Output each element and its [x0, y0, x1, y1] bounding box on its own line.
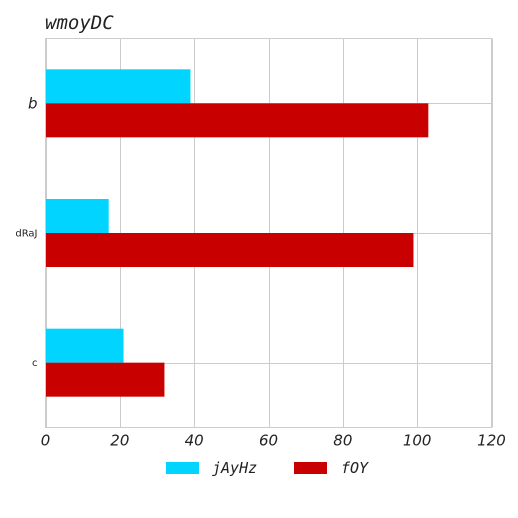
x-tick-label: 20: [110, 432, 129, 450]
y-tick-label: dRaJ: [15, 229, 37, 240]
legend-label: fOY: [341, 459, 369, 477]
bar-fOY-dRaJ: [46, 233, 414, 267]
x-tick-label: 120: [477, 432, 506, 450]
legend-swatch: [166, 462, 199, 474]
legend-swatch: [294, 462, 327, 474]
y-tick-label: b: [28, 95, 38, 113]
bars-group: [46, 69, 429, 396]
x-tick-label: 40: [185, 432, 204, 450]
bar-jAyHz-dRaJ: [46, 199, 109, 233]
x-tick-labels: 0 20 40 60 80 100 120: [41, 432, 506, 450]
bar-jAyHz-b: [46, 69, 191, 103]
y-tick-label: c: [32, 358, 38, 369]
x-tick-label: 80: [333, 432, 352, 450]
x-tick-label: 0: [41, 432, 51, 450]
bar-jAyHz-c: [46, 329, 124, 363]
chart-title: wmoyDC: [45, 12, 114, 34]
y-tick-labels: b dRaJ c: [15, 95, 37, 370]
x-tick-label: 100: [403, 432, 432, 450]
bar-fOY-b: [46, 103, 429, 137]
legend-label: jAyHz: [212, 459, 257, 477]
x-tick-label: 60: [259, 432, 278, 450]
bar-fOY-c: [46, 363, 165, 397]
legend: jAyHz fOY: [166, 459, 369, 477]
